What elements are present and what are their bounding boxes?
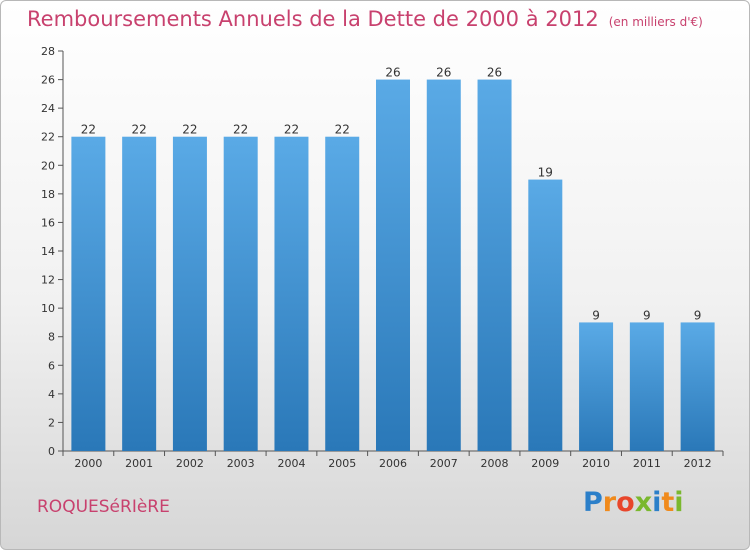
y-tick-label: 24 [41,102,55,115]
x-tick-label: 2002 [176,457,204,470]
y-tick-label: 22 [41,131,55,144]
chart-title: Remboursements Annuels de la Dette de 20… [27,7,703,31]
y-tick-label: 10 [41,302,55,315]
x-tick-label: 2000 [74,457,102,470]
logo-letter: P [583,487,603,518]
logo-letter: o [616,487,635,518]
unit-label: (en milliers d'€) [608,15,703,29]
x-tick-label: 2007 [430,457,458,470]
y-tick-label: 6 [48,359,55,372]
y-tick-label: 8 [48,331,55,344]
value-label-2001: 22 [132,123,147,137]
y-tick-label: 28 [41,45,55,58]
value-label-2008: 26 [487,66,502,80]
value-label-2000: 22 [81,123,96,137]
bar-2010 [579,322,614,451]
y-tick-label: 4 [48,388,55,401]
y-tick-label: 16 [41,216,55,229]
y-tick-label: 18 [41,188,55,201]
bar-2006 [376,79,410,452]
bar-2003 [223,136,258,451]
proxiti-logo: Proxiti [583,487,684,518]
y-tick-label: 2 [48,416,55,429]
bar-2009 [528,179,563,452]
value-label-2010: 9 [592,308,600,322]
bar-2000 [71,136,106,451]
y-tick-label: 26 [41,74,55,87]
logo-letter: i [652,487,662,518]
logo-letter: i [674,487,684,518]
value-label-2005: 22 [335,123,350,137]
value-label-2011: 9 [643,308,651,322]
bar-2001 [122,136,157,451]
title-text: Remboursements Annuels de la Dette de 20… [27,7,599,31]
value-label-2007: 26 [436,66,451,80]
bar-2012 [680,322,715,451]
value-label-2009: 19 [538,166,553,180]
bar-2011 [629,322,664,451]
x-tick-label: 2008 [481,457,509,470]
x-tick-label: 2005 [328,457,356,470]
y-tick-label: 12 [41,274,55,287]
x-tick-label: 2006 [379,457,407,470]
bar-2005 [325,136,360,451]
bar-2007 [426,79,461,452]
logo-letter: t [661,487,675,518]
x-tick-label: 2003 [227,457,255,470]
bar-2004 [274,136,309,451]
x-tick-label: 2011 [633,457,661,470]
bar-2008 [477,79,512,452]
value-label-2002: 22 [182,123,197,137]
y-tick-label: 0 [48,445,55,458]
x-tick-label: 2009 [531,457,559,470]
value-label-2006: 26 [385,66,400,80]
commune-name: ROQUESéRIèRE [37,497,170,517]
y-tick-label: 20 [41,159,55,172]
value-label-2003: 22 [233,123,248,137]
bar-2002 [172,136,207,451]
x-tick-label: 2010 [582,457,610,470]
logo-letter: r [602,487,617,518]
value-label-2004: 22 [284,123,299,137]
logo-letter: x [634,487,653,518]
x-tick-label: 2004 [277,457,305,470]
x-tick-label: 2001 [125,457,153,470]
x-tick-label: 2012 [684,457,712,470]
value-label-2012: 9 [694,308,702,322]
y-tick-label: 14 [41,245,55,258]
